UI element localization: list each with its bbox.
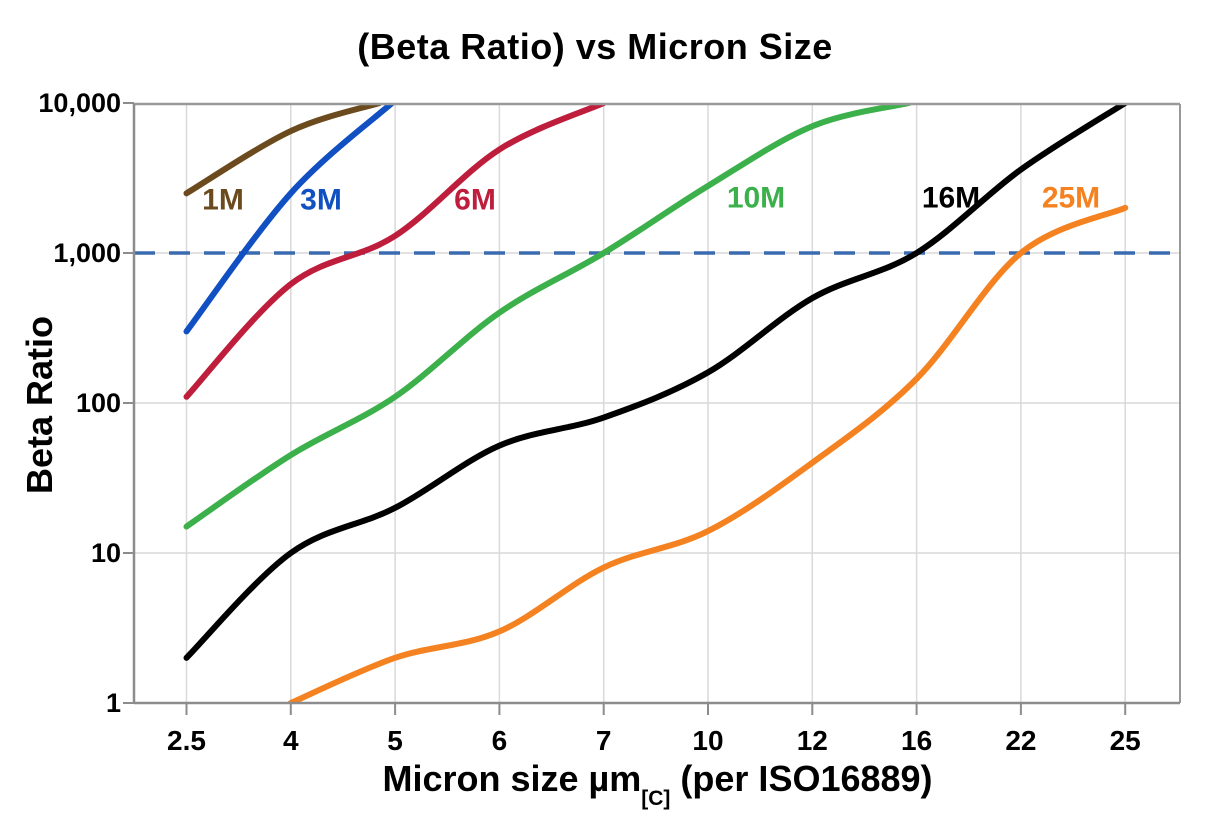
series-line-16M bbox=[183, 104, 1129, 661]
series-label-25M: 25M bbox=[1042, 182, 1100, 215]
x-tick-label: 7 bbox=[595, 725, 612, 756]
y-tick-label: 1 bbox=[105, 688, 121, 718]
series-label-10M: 10M bbox=[727, 182, 785, 215]
x-axis-title-subscript: [C] bbox=[641, 787, 671, 811]
series-line-10M bbox=[183, 104, 912, 530]
series-line-3M bbox=[183, 104, 395, 335]
x-tick-label: 10 bbox=[692, 725, 724, 756]
x-tick-label: 25 bbox=[1109, 725, 1141, 756]
series-label-1M: 1M bbox=[202, 184, 244, 217]
series-label-6M: 6M bbox=[454, 184, 496, 217]
y-tick-label: 10 bbox=[90, 538, 121, 568]
x-axis-title-suffix: (per ISO16889) bbox=[670, 758, 933, 799]
x-tick-label: 22 bbox=[1005, 725, 1037, 756]
y-tick-label: 10,000 bbox=[38, 88, 121, 118]
x-tick-label: 2.5 bbox=[167, 725, 206, 756]
series-line-6M bbox=[183, 104, 607, 400]
x-tick-label: 12 bbox=[796, 725, 828, 756]
x-axis-title: Micron size µm[C] (per ISO16889) bbox=[135, 758, 1180, 810]
series-label-16M: 16M bbox=[922, 182, 980, 215]
series-line-25M bbox=[287, 204, 1129, 703]
x-tick-label: 5 bbox=[387, 725, 403, 756]
x-tick-label: 4 bbox=[283, 725, 299, 756]
x-tick-label: 6 bbox=[491, 725, 508, 756]
y-tick-label: 1,000 bbox=[53, 238, 121, 268]
x-tick-label: 16 bbox=[901, 725, 933, 756]
series-label-3M: 3M bbox=[300, 184, 342, 217]
series-line-1M bbox=[183, 104, 383, 197]
chart-title: (Beta Ratio) vs Micron Size bbox=[357, 26, 833, 67]
y-tick-label: 100 bbox=[75, 388, 121, 418]
x-axis-title-main: Micron size µm bbox=[382, 758, 642, 799]
